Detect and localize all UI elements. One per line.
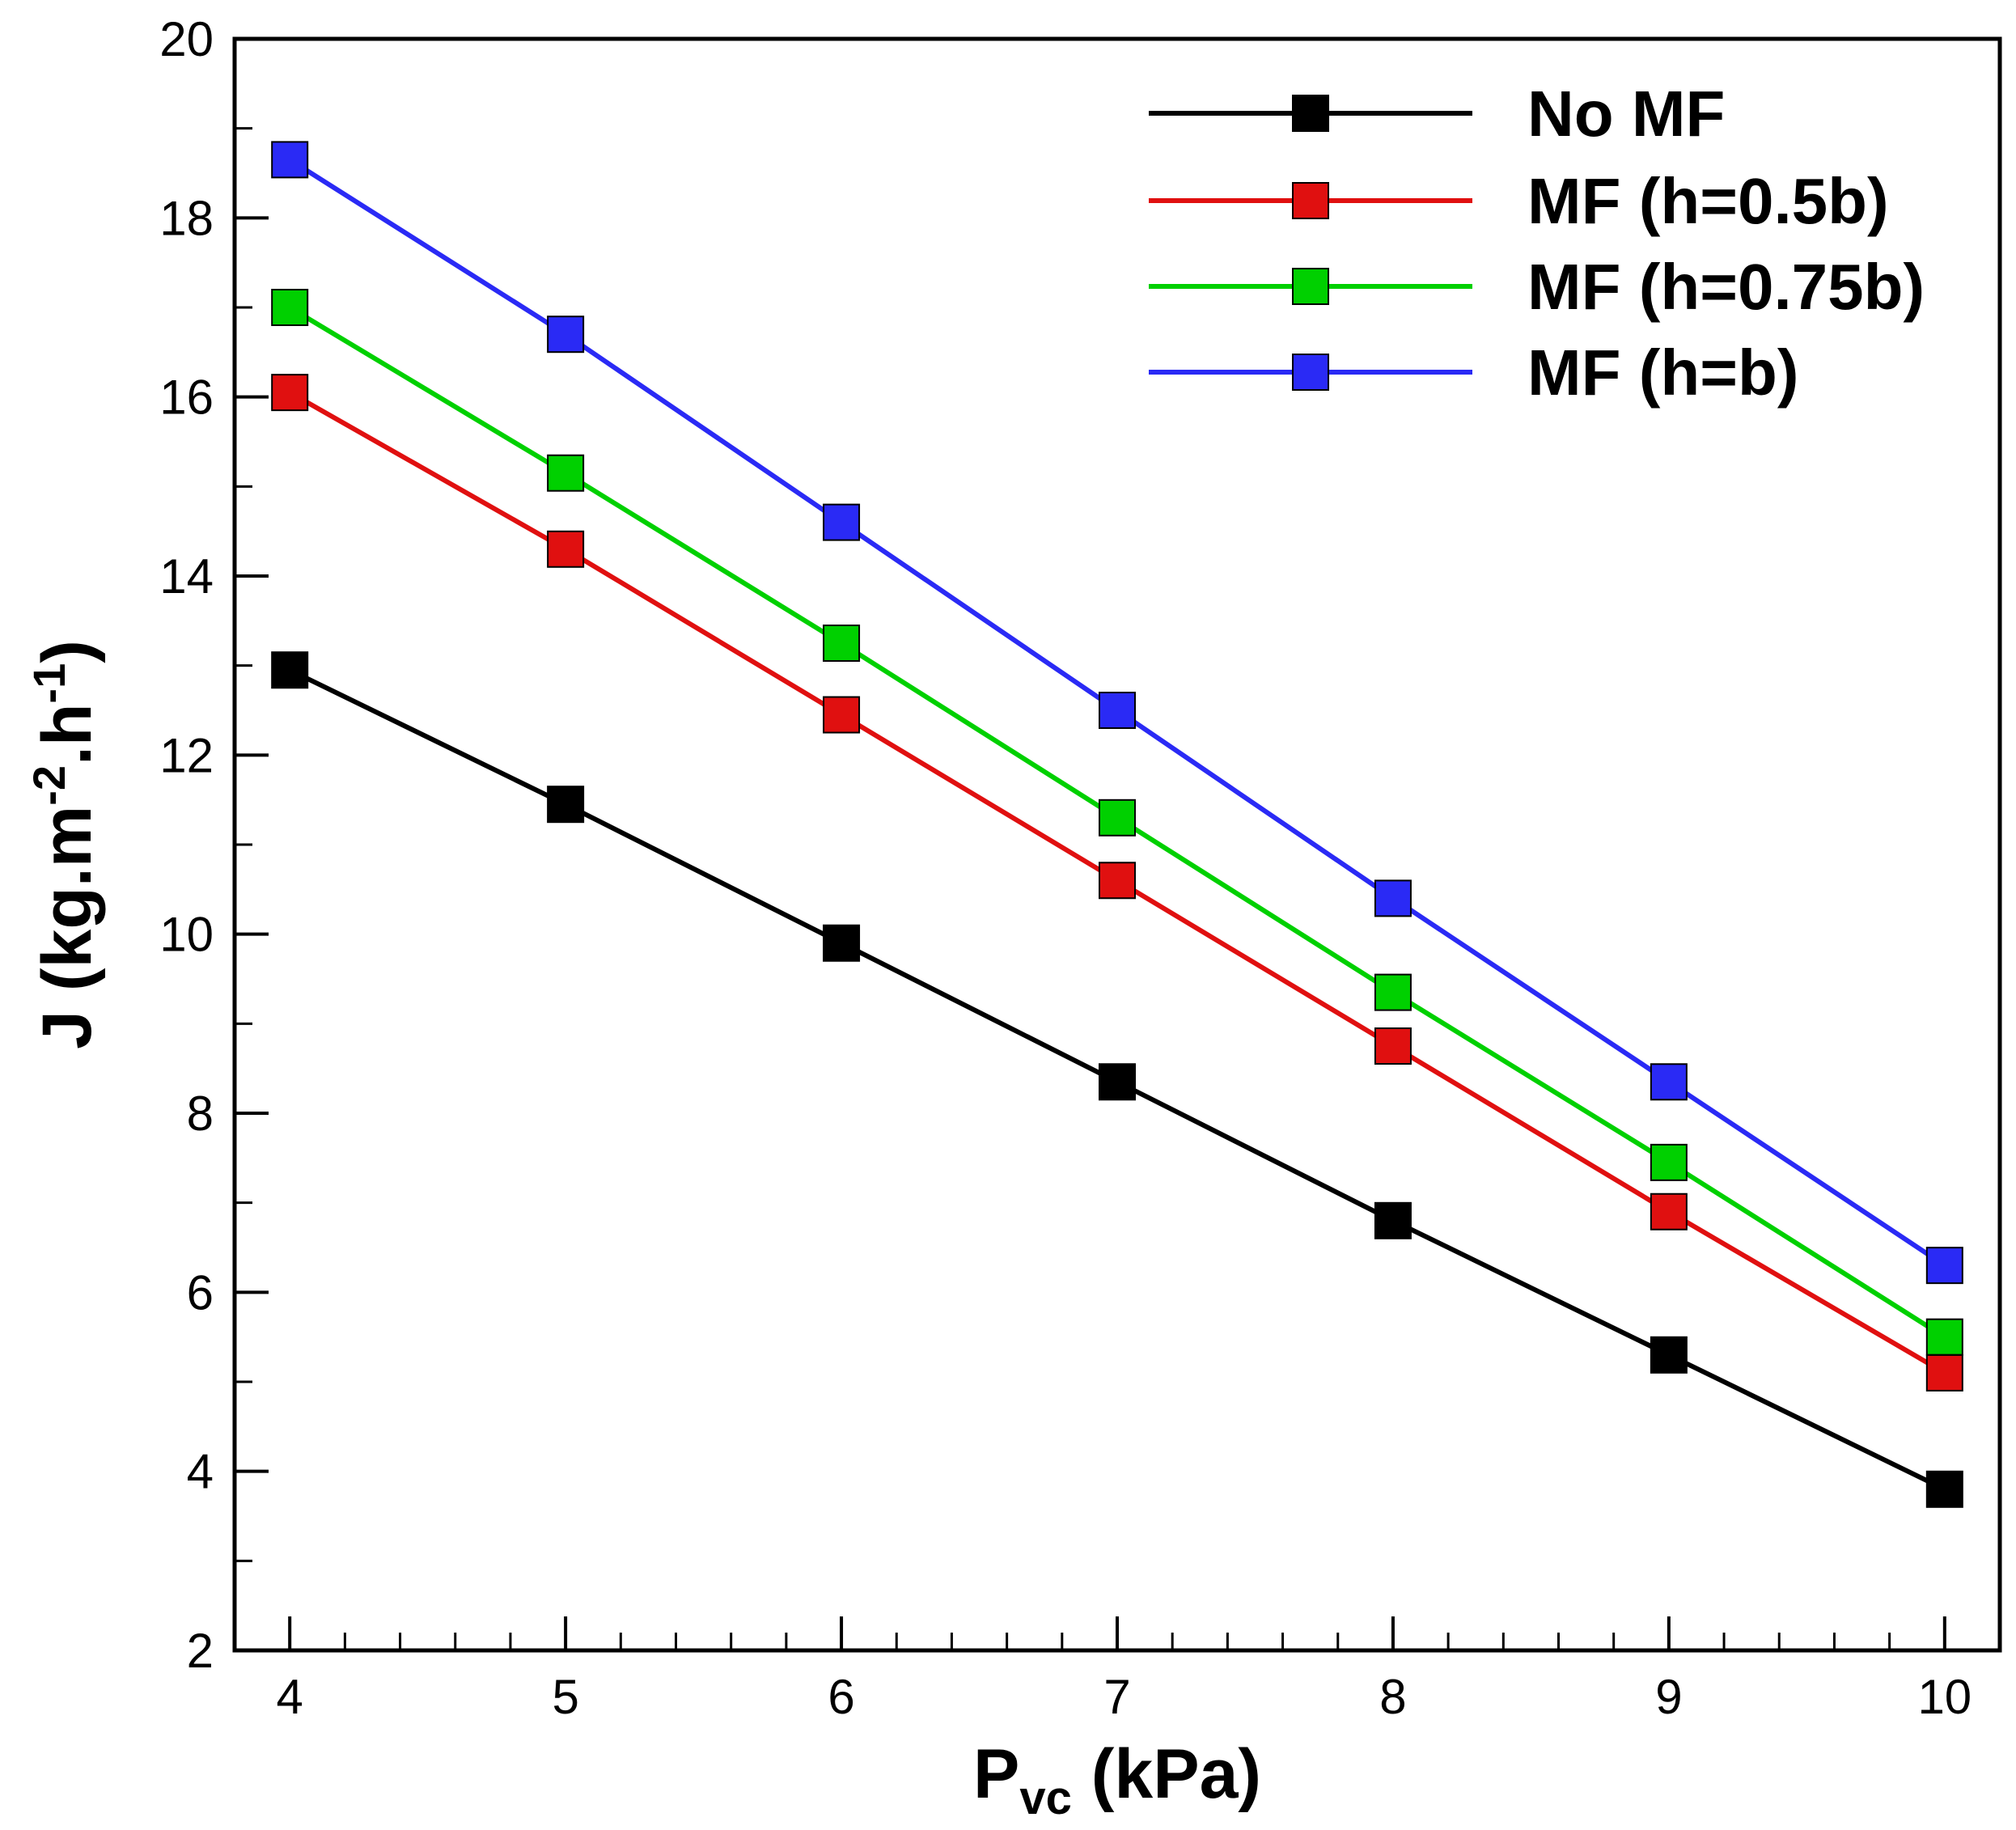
data-point <box>547 316 585 354</box>
y-tick-label: 10 <box>159 908 214 962</box>
legend-label: MF (h=0.5b) <box>1527 165 1889 237</box>
data-point <box>547 530 585 568</box>
data-point <box>1925 1318 1963 1356</box>
legend-label: No MF <box>1527 78 1725 150</box>
data-point <box>823 924 861 962</box>
y-tick-label: 20 <box>159 12 214 66</box>
legend: No MF MF (h=0.5b) MF (h=0.75b) MF (h=b) <box>1149 78 1925 409</box>
data-point <box>1099 862 1136 900</box>
data-point <box>1650 1063 1688 1101</box>
legend-label: MF (h=0.75b) <box>1527 251 1925 323</box>
data-point <box>1374 879 1412 917</box>
series-2 <box>271 289 1963 1356</box>
y-tick-label: 18 <box>159 191 214 245</box>
y-tick-label: 2 <box>187 1624 214 1678</box>
plot-frame <box>232 36 2002 1653</box>
legend-label: MF (h=b) <box>1527 337 1798 409</box>
y-tick-label: 8 <box>187 1087 214 1141</box>
y-axis-title-prefix: J (kg.m <box>28 806 106 1049</box>
series-0 <box>271 651 1963 1508</box>
x-axis-title-main: P <box>973 1735 1019 1813</box>
data-point <box>547 786 585 824</box>
series-1 <box>271 374 1963 1392</box>
data-point <box>1374 1027 1412 1065</box>
data-point <box>823 503 861 541</box>
y-tick-label: 4 <box>187 1445 214 1499</box>
y-axis-title-suffix: ) <box>28 640 106 663</box>
x-axis-title-sub: vc <box>1019 1772 1072 1824</box>
axis-ticks <box>235 37 1946 1652</box>
legend-marker <box>1292 268 1329 305</box>
series-3 <box>271 141 1963 1285</box>
data-point <box>823 696 861 734</box>
x-tick-label: 8 <box>1379 1670 1406 1724</box>
data-point <box>1099 692 1136 729</box>
data-point <box>1650 1336 1688 1374</box>
data-point <box>1925 1470 1963 1508</box>
data-point <box>1099 1063 1136 1101</box>
y-axis-title: J (kg.m-2.h-1) <box>23 640 106 1049</box>
series-layer <box>271 141 1963 1508</box>
y-tick-label: 16 <box>159 371 214 425</box>
data-point <box>1374 973 1412 1011</box>
tick-labels: 4 5 6 7 8 9 10 2 4 6 8 10 12 14 16 18 20 <box>159 12 1972 1724</box>
data-point <box>1925 1247 1963 1285</box>
legend-marker <box>1292 182 1329 219</box>
data-point <box>271 651 309 689</box>
x-tick-label: 10 <box>1917 1670 1972 1724</box>
x-axis-title-rest: (kPa) <box>1072 1735 1261 1813</box>
legend-marker <box>1292 95 1329 132</box>
y-axis-title-mid: .h <box>28 704 106 765</box>
data-point <box>271 374 309 412</box>
x-axis-title: Pvc (kPa) <box>973 1735 1261 1824</box>
data-point <box>1650 1192 1688 1231</box>
data-point <box>1099 799 1136 837</box>
y-tick-label: 6 <box>187 1265 214 1320</box>
x-tick-label: 6 <box>828 1670 854 1724</box>
y-tick-label: 14 <box>159 549 214 604</box>
data-point <box>1650 1143 1688 1181</box>
data-point <box>1374 1201 1412 1239</box>
legend-marker <box>1292 354 1329 391</box>
y-axis-title-sup1: -2 <box>23 765 74 806</box>
data-point <box>1925 1353 1963 1392</box>
data-point <box>271 289 309 326</box>
x-tick-label: 5 <box>552 1670 578 1724</box>
x-tick-label: 4 <box>277 1670 303 1724</box>
x-tick-label: 9 <box>1655 1670 1682 1724</box>
data-point <box>823 625 861 662</box>
y-tick-label: 12 <box>159 728 214 782</box>
data-point <box>271 141 309 179</box>
y-axis-title-sup2: -1 <box>23 663 74 704</box>
data-point <box>547 454 585 492</box>
x-tick-label: 7 <box>1103 1670 1130 1724</box>
